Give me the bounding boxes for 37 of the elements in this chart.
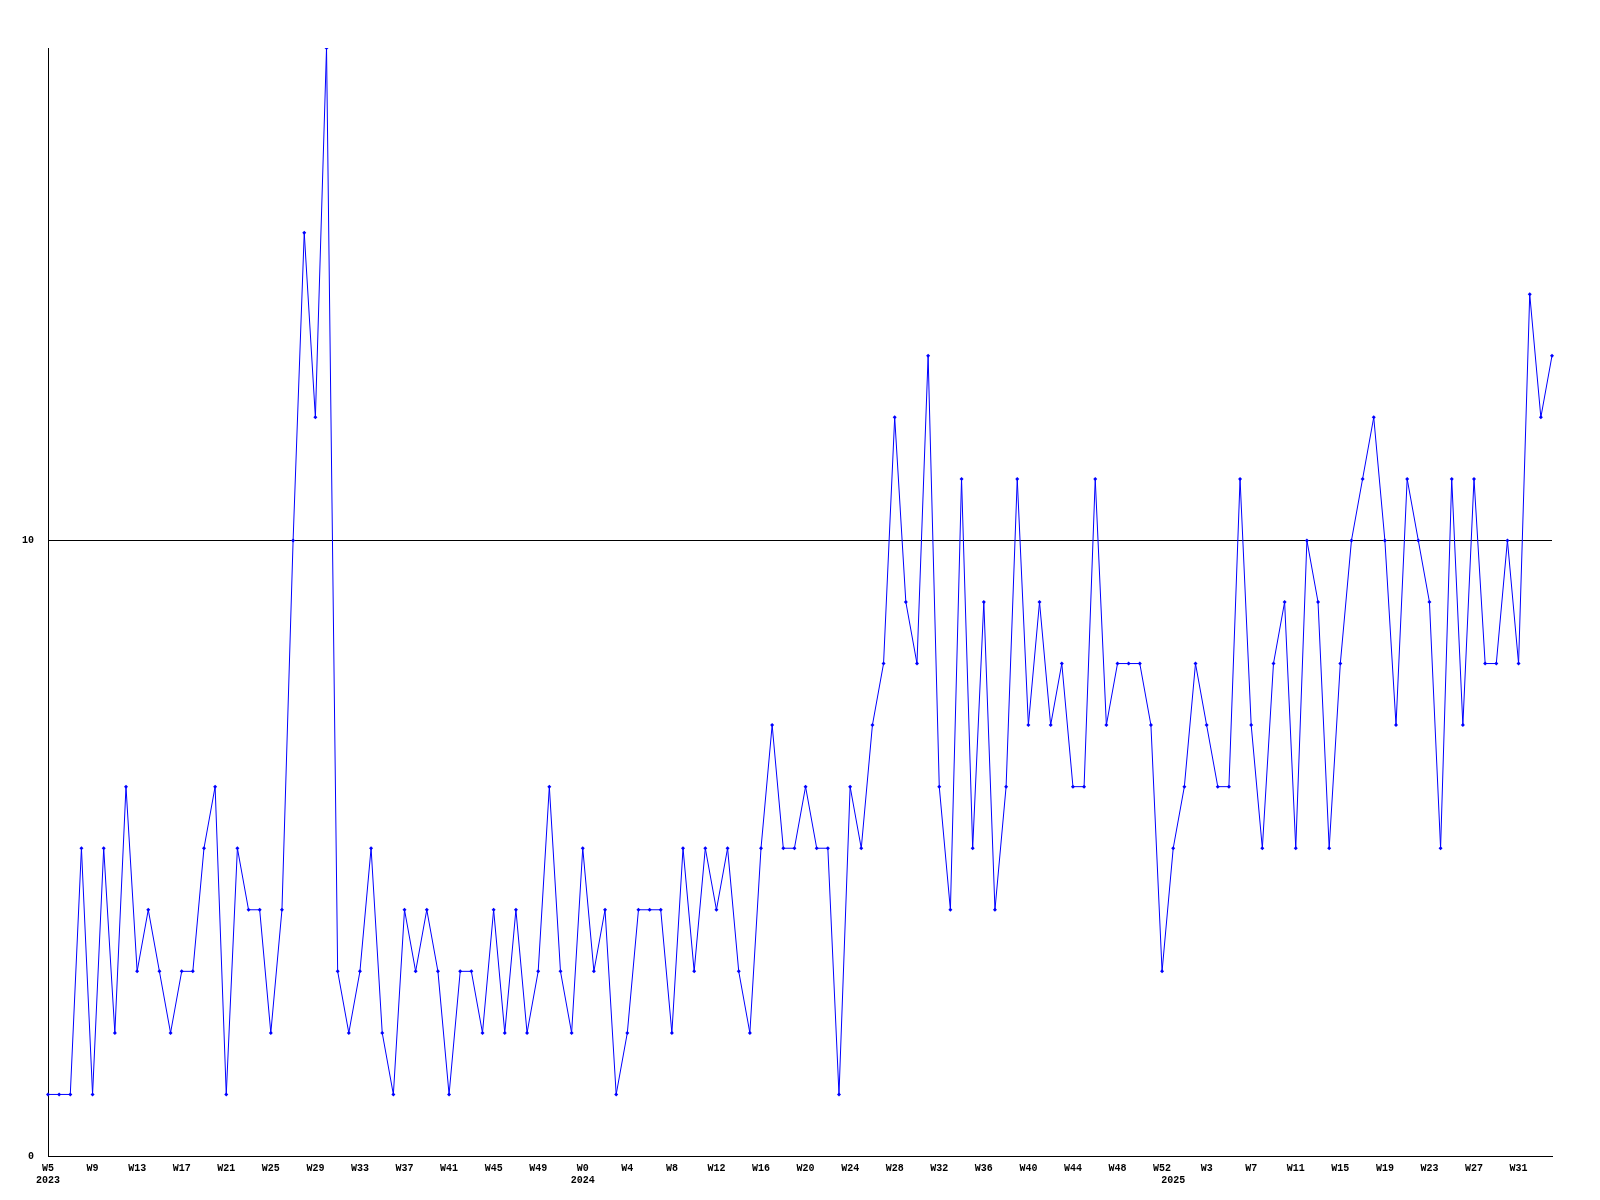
x-tick-label: W48 xyxy=(1108,1162,1127,1174)
x-tick-label: W45 xyxy=(484,1162,503,1174)
x-tick-label: W23 xyxy=(1420,1162,1439,1174)
x-tick-label: W7 xyxy=(1245,1162,1258,1174)
x-tick-label: 2025 xyxy=(1161,1174,1186,1186)
x-tick-label: W37 xyxy=(395,1162,414,1174)
x-tick-label: W4 xyxy=(621,1162,634,1174)
x-tick-label: W36 xyxy=(974,1162,993,1174)
y-tick-label: 0 xyxy=(27,1150,34,1162)
x-tick-label: W0 2024 xyxy=(570,1162,595,1186)
x-tick-label: W41 xyxy=(440,1162,459,1174)
x-tick-label: W13 xyxy=(128,1162,147,1174)
x-tick-label: W25 xyxy=(261,1162,280,1174)
x-tick-label: W33 xyxy=(350,1162,369,1174)
x-tick-label: W16 xyxy=(752,1162,771,1174)
x-tick-label: W44 xyxy=(1063,1162,1082,1174)
x-tick-label: W20 xyxy=(796,1162,815,1174)
x-tick-label: W21 xyxy=(217,1162,236,1174)
x-tick-label: W31 xyxy=(1509,1162,1528,1174)
x-tick-label: W52 xyxy=(1153,1162,1172,1174)
x-tick-label: W5 2023 xyxy=(35,1162,61,1186)
x-tick-label: W32 xyxy=(930,1162,949,1174)
x-tick-label: W27 xyxy=(1465,1162,1484,1174)
x-tick-label: W9 xyxy=(86,1162,99,1174)
x-tick-label: W3 xyxy=(1200,1162,1213,1174)
x-tick-label: W15 xyxy=(1331,1162,1350,1174)
x-tick-label: W17 xyxy=(172,1162,191,1174)
x-tick-label: W29 xyxy=(306,1162,325,1174)
y-tick-label: 10 xyxy=(21,534,34,546)
x-tick-label: W11 xyxy=(1286,1162,1305,1174)
x-tick-label: W24 xyxy=(841,1162,860,1174)
x-tick-label: W40 xyxy=(1019,1162,1038,1174)
x-tick-label: W49 xyxy=(529,1162,548,1174)
x-tick-label: W19 xyxy=(1375,1162,1394,1174)
x-tick-label: W12 xyxy=(707,1162,726,1174)
x-tick-label: W8 xyxy=(665,1162,678,1174)
x-tick-label: W28 xyxy=(885,1162,904,1174)
